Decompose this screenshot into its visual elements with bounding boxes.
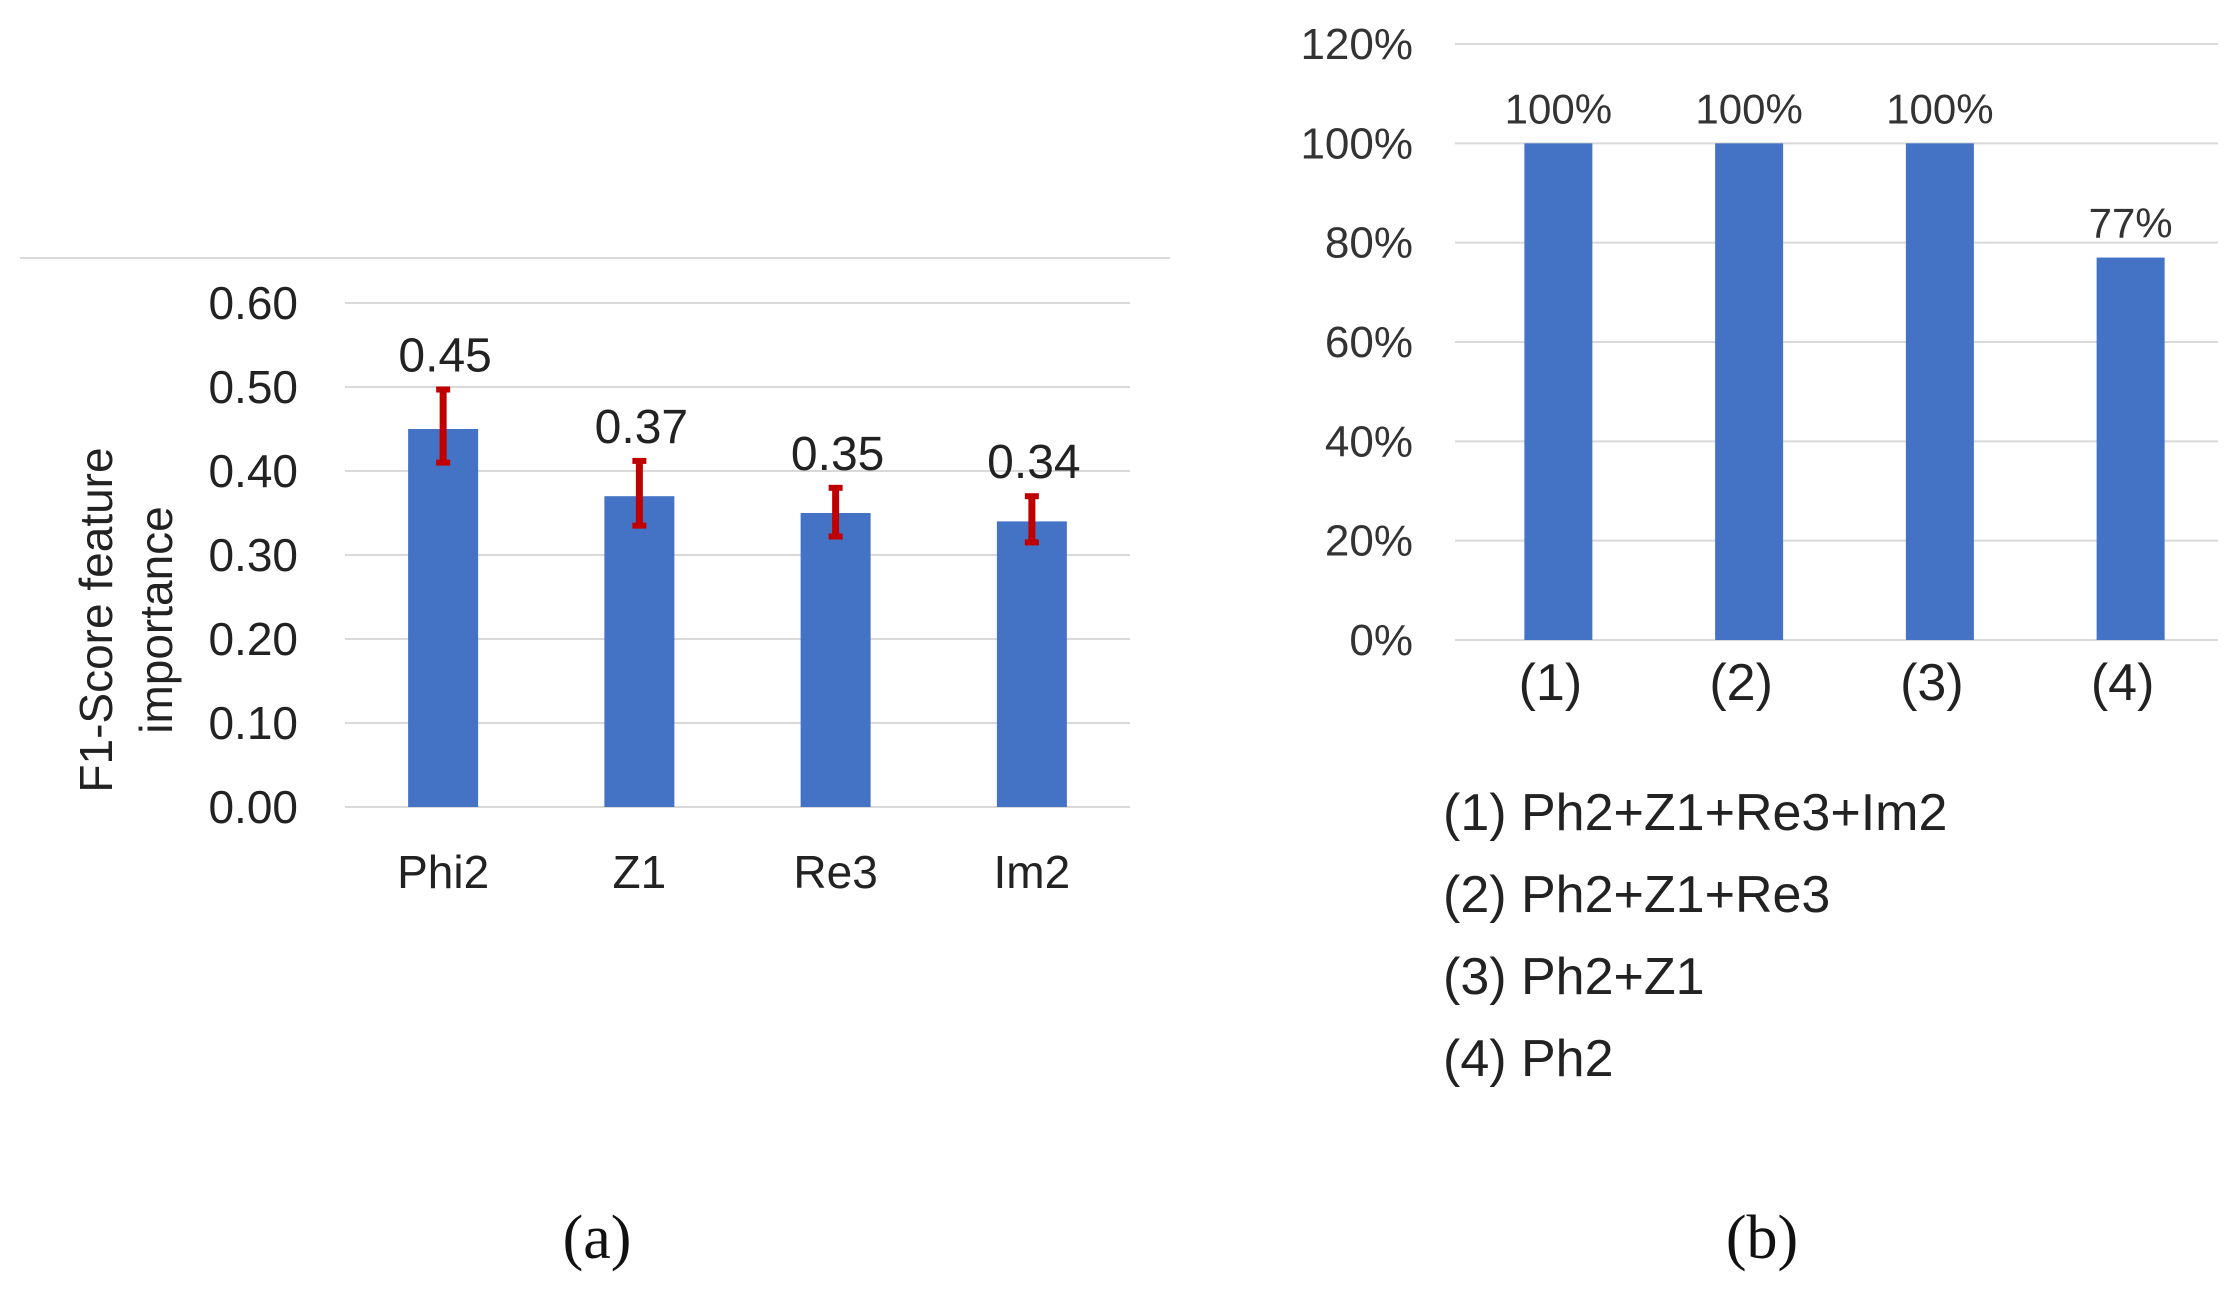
chart-b-xtick-label: (4) [2091,654,2155,712]
chart-b-ytick-label: 60% [1325,318,1413,367]
chart-b-data-label: 100% [1886,85,1993,132]
chart-b-ytick-label: 20% [1325,517,1413,566]
chart-b-ytick-label: 0% [1349,616,1413,665]
chart-b-legend-item: (2) Ph2+Z1+Re3 [1443,866,1830,924]
chart-b-data-label: 100% [1695,85,1802,132]
chart-b-caption: (b) [1726,1204,1798,1272]
chart-a-data-label: 0.35 [791,428,884,481]
chart-a-xtick-label: Re3 [793,846,877,898]
chart-b-ytick-label: 100% [1300,119,1413,168]
chart-a-errorbar-re3 [828,484,843,540]
chart-b-xtick-label: (1) [1519,654,1583,712]
chart-a-ytick-label: 0.20 [208,613,298,665]
chart-b-legend-item: (4) Ph2 [1443,1030,1614,1088]
chart-a-errorbar-z1 [632,457,647,529]
chart-b-data-label: 100% [1505,85,1612,132]
chart-a-ytick-label: 0.10 [208,697,298,749]
chart-b-ytick-label: 80% [1325,219,1413,268]
chart-b-legend-item: (1) Ph2+Z1+Re3+Im2 [1443,784,1947,842]
chart-b-bar-3 [1905,143,1974,641]
chart-a-bar-re3 [800,513,871,807]
chart-a-ylabel-line1: F1-Score feature [70,447,122,792]
chart-a-data-label: 0.34 [987,436,1080,489]
chart-b-data-label: 77% [2089,200,2173,247]
chart-a-ytick-label: 0.60 [208,277,298,329]
chart-b-ytick-label: 40% [1325,417,1413,466]
chart-a-bar-phi2 [408,429,479,807]
chart-a-ytick-label: 0.30 [208,529,298,581]
chart-a-xtick-label: Phi2 [397,846,489,898]
chart-b-bar-4 [2096,257,2165,640]
chart-a-errorbar-phi2 [436,386,451,466]
chart-a-caption: (a) [563,1204,632,1272]
chart-a-data-label: 0.37 [595,401,688,454]
chart-a-data-label: 0.45 [398,330,491,383]
chart-a-bar-im2 [996,521,1067,807]
chart-b-bar-1 [1524,143,1593,641]
chart-b-xtick-label: (3) [1900,654,1964,712]
chart-a-xtick-label: Z1 [613,846,667,898]
chart-a: 0.00 0.10 0.20 0.30 0.40 0.50 0.60 0.45 0.37 0.3… [20,257,1170,1272]
chart-b-xtick-label: (2) [1709,654,1773,712]
chart-b: 0% 20% 40% 60% 80% 100% 120% 100% 100% 100% 77% (… [1300,20,2218,1272]
chart-a-errorbar-im2 [1024,493,1039,546]
chart-a-xtick-label: Im2 [994,846,1071,898]
chart-a-ytick-label: 0.40 [208,445,298,497]
chart-a-bar-z1 [604,496,675,807]
chart-b-legend-item: (3) Ph2+Z1 [1443,948,1705,1006]
chart-a-ytick-label: 0.00 [208,781,298,833]
chart-b-ytick-label: 120% [1300,20,1413,69]
chart-a-ylabel-line2: importance [130,506,182,734]
chart-b-bar-2 [1715,143,1784,641]
chart-a-ytick-label: 0.50 [208,361,298,413]
